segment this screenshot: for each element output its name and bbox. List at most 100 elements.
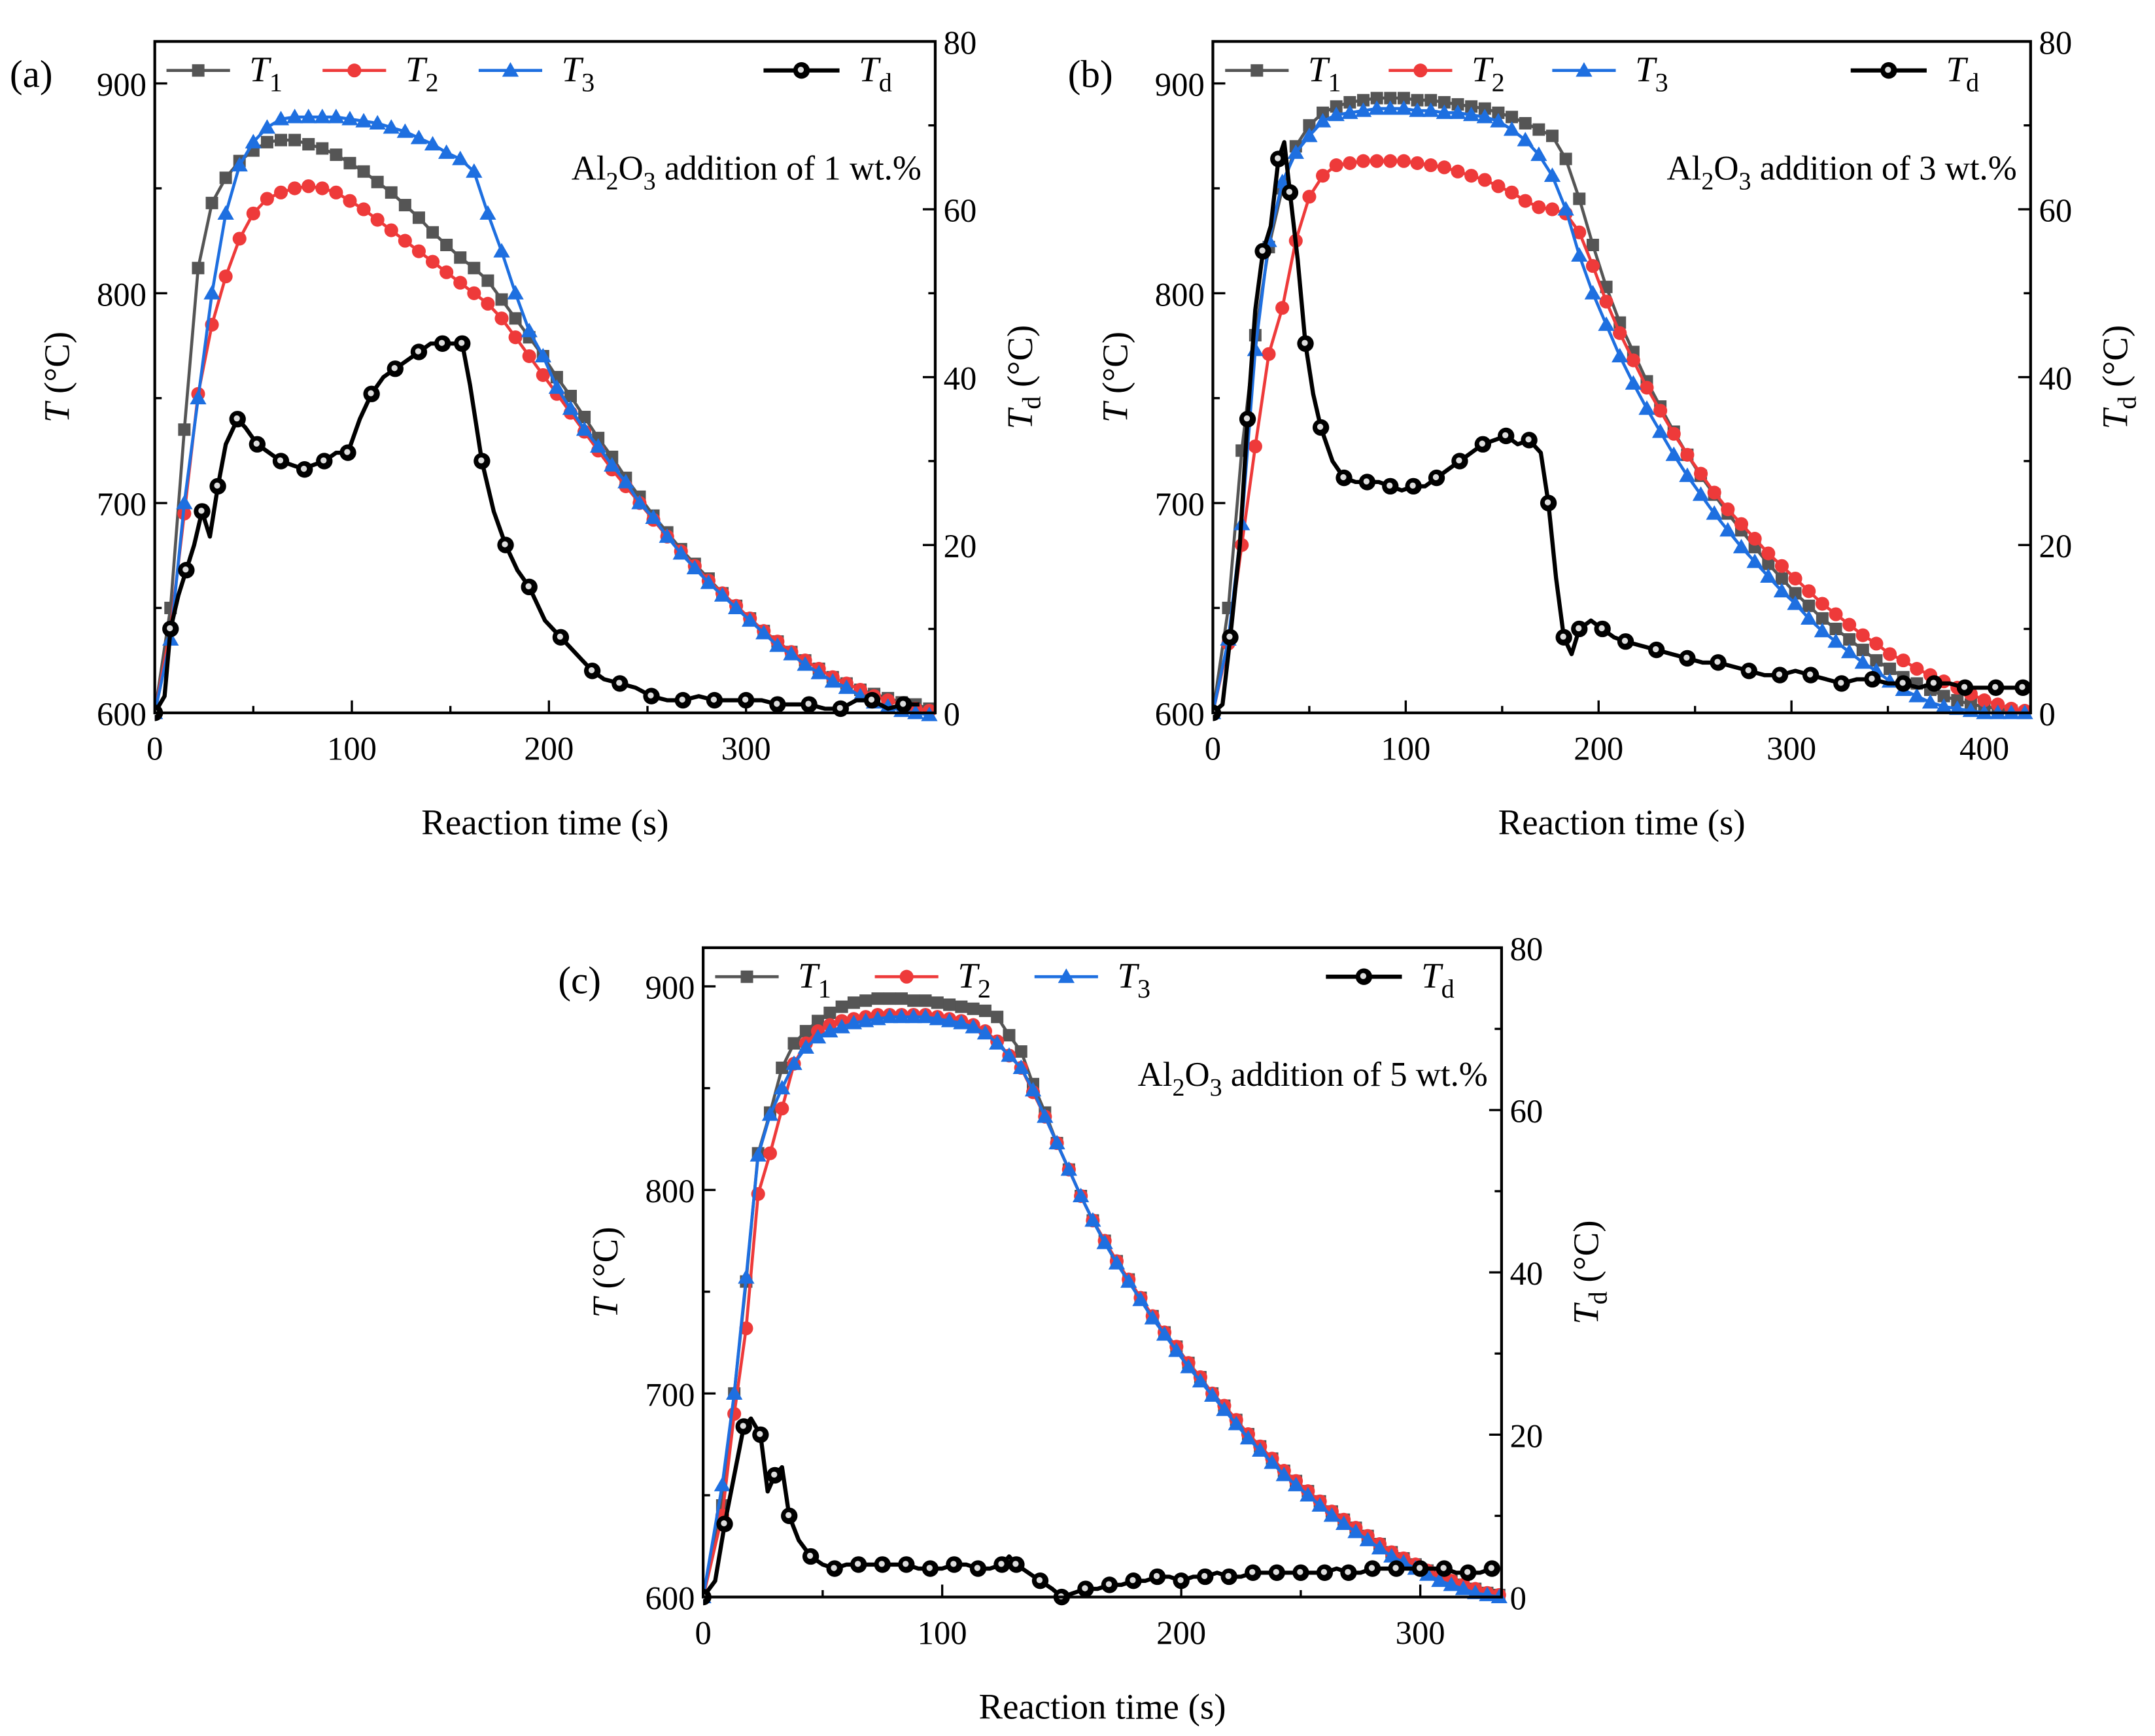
triangle-marker: [783, 646, 800, 661]
square-marker: [1397, 92, 1410, 105]
sphere-highlight: [1129, 1577, 1136, 1584]
square-marker: [1424, 94, 1438, 107]
sphere-highlight: [1259, 247, 1266, 254]
triangle-marker: [1692, 486, 1710, 501]
series-line-T3: [1213, 107, 2025, 715]
panel-label: (c): [558, 959, 601, 1002]
circle-marker: [1343, 156, 1357, 170]
legend-item-T2: T2: [874, 956, 991, 1003]
sphere-highlight: [1302, 339, 1308, 346]
triangle-marker: [1827, 633, 1844, 648]
triangle-marker: [1598, 316, 1615, 331]
square-marker: [1586, 239, 1599, 252]
panel-label: (b): [1068, 52, 1113, 95]
square-marker: [481, 274, 494, 287]
triangle-marker: [1301, 128, 1318, 143]
sphere-highlight: [1317, 423, 1324, 430]
circle-marker: [370, 213, 385, 227]
triangle-marker: [845, 1015, 863, 1030]
legend-item-T2: T2: [1388, 50, 1505, 97]
triangle-marker: [1949, 700, 1966, 715]
circle-marker: [1802, 584, 1816, 599]
triangle-marker: [300, 109, 317, 124]
sphere-highlight: [167, 625, 173, 632]
sphere-highlight: [1012, 1561, 1019, 1567]
circle-marker: [763, 1146, 778, 1160]
triangle-marker: [1651, 423, 1669, 438]
circle-marker: [1815, 597, 1829, 611]
sphere-highlight: [2019, 684, 2026, 690]
triangle-marker: [785, 1055, 802, 1070]
sphere-highlight: [1082, 1585, 1088, 1591]
triangle-marker: [1216, 1401, 1233, 1416]
square-marker: [412, 211, 425, 224]
square-marker: [316, 142, 329, 155]
legend-label: Td: [1946, 50, 1979, 97]
triangle-marker: [727, 599, 745, 614]
sphere-highlight: [757, 1431, 763, 1437]
plot-frame: [702, 946, 1504, 1599]
series-T2: [1213, 154, 2032, 720]
square-marker: [1951, 694, 1964, 707]
sphere-highlight: [1201, 1572, 1208, 1580]
sphere-highlight: [438, 339, 445, 346]
circle-marker: [260, 192, 274, 206]
legend-item-Td: Td: [763, 50, 892, 97]
triangle-marker: [1409, 102, 1426, 117]
plot-frame: [1211, 40, 2032, 714]
circle-marker: [1613, 326, 1627, 340]
square-marker: [799, 1024, 812, 1037]
triangle-marker: [534, 347, 551, 363]
square-marker: [1384, 92, 1397, 105]
triangle-marker: [1323, 1507, 1341, 1522]
sphere-highlight: [557, 633, 564, 640]
sphere-highlight: [458, 339, 465, 346]
triangle-marker: [548, 379, 566, 394]
triangle-marker: [1449, 104, 1466, 119]
square-marker: [883, 992, 896, 1005]
triangle-marker: [1431, 1572, 1448, 1588]
sphere-highlight: [855, 1561, 861, 1567]
triangle-marker: [881, 1008, 898, 1024]
sphere-highlight: [1409, 482, 1416, 489]
triangle-marker: [1239, 1430, 1257, 1445]
circle-marker: [1410, 156, 1424, 170]
sphere-highlight: [1714, 659, 1721, 665]
triangle-marker: [1192, 1373, 1209, 1388]
triangle-marker: [1273, 173, 1291, 188]
legend-item-T2: T2: [322, 50, 439, 97]
series-Td: [1213, 140, 2031, 721]
legend-label: T3: [1635, 50, 1668, 97]
triangle-marker: [1814, 623, 1831, 638]
legend-label: T2: [1472, 50, 1505, 97]
circle-marker: [481, 296, 495, 311]
triangle-marker: [1922, 694, 1939, 709]
circle-marker: [1585, 259, 1600, 273]
triangle-marker: [562, 400, 579, 415]
sphere-highlight: [1838, 680, 1844, 686]
square-marker: [847, 996, 860, 1009]
triangle-marker: [742, 612, 759, 627]
square-marker: [1884, 662, 1897, 675]
sphere-highlight: [1036, 1577, 1043, 1584]
triangle-marker: [231, 156, 248, 172]
sphere-highlight: [806, 1552, 814, 1559]
square-marker: [955, 1000, 968, 1013]
y-tick-label: 700: [1155, 486, 1205, 523]
circle-marker: [1518, 194, 1532, 208]
x-tick-label: 100: [327, 731, 377, 767]
triangle-marker: [1706, 505, 1723, 520]
sphere-highlight: [1416, 1565, 1423, 1571]
sphere-highlight: [344, 449, 351, 455]
triangle-marker: [738, 1269, 755, 1284]
sphere-highlight: [1273, 1569, 1279, 1575]
triangle-marker: [1311, 1497, 1328, 1512]
legend-item-T1: T1: [715, 956, 831, 1003]
square-marker: [288, 133, 302, 147]
triangle-marker: [1252, 1442, 1269, 1457]
sphere-highlight: [1479, 440, 1485, 447]
circle-marker: [1396, 154, 1411, 168]
triangle-marker: [1354, 102, 1372, 117]
square-marker: [1802, 599, 1816, 612]
circle-marker: [1761, 546, 1776, 561]
